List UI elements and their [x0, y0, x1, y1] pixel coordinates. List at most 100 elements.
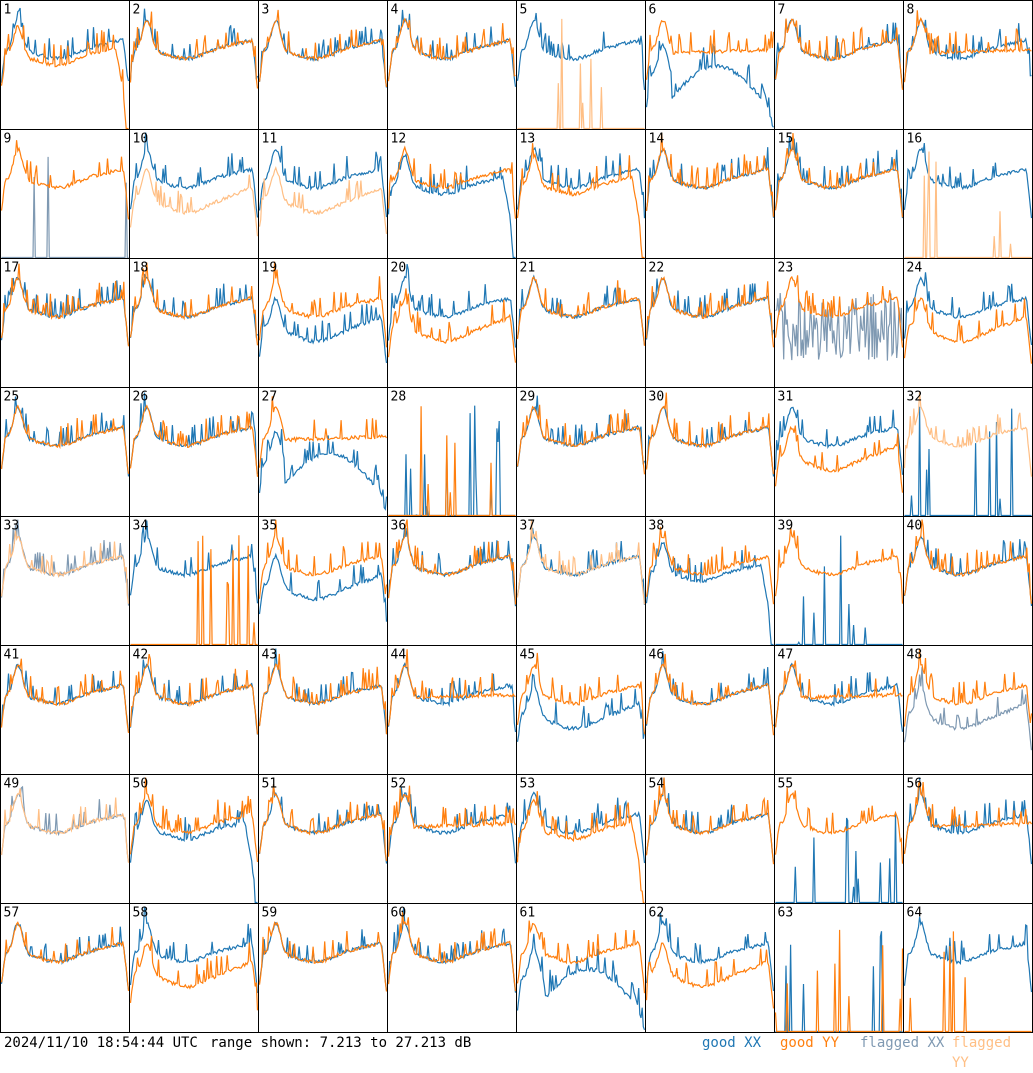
- tile-52: 52: [387, 774, 517, 904]
- tile-label: 6: [649, 3, 657, 18]
- tile-33: 33: [0, 516, 130, 646]
- tile-label: 39: [778, 519, 794, 534]
- series-yy-17: [0, 263, 130, 347]
- tile-label: 24: [907, 261, 923, 276]
- tile-label: 16: [907, 132, 923, 147]
- tile-border: [774, 387, 904, 517]
- series-yy-40: [903, 519, 1033, 604]
- tile-border: [129, 645, 259, 775]
- tile-44: 44: [387, 645, 517, 775]
- tile-label: 49: [4, 777, 20, 792]
- tile-63: 63: [774, 903, 904, 1033]
- series-yy-36: [387, 519, 517, 605]
- tile-label: 26: [133, 390, 149, 405]
- series-yy-10: [129, 168, 259, 237]
- legend-good-xx: good XX: [702, 1035, 762, 1051]
- tile-label: 50: [133, 777, 149, 792]
- tile-border: [0, 645, 130, 775]
- tile-label: 46: [649, 648, 665, 663]
- series-yy-41: [0, 658, 130, 733]
- legend-flagged-yy: flagged YY: [952, 1035, 1012, 1071]
- tile-border: [258, 774, 388, 904]
- series-xx-2: [129, 8, 259, 81]
- tile-label: 21: [520, 261, 536, 276]
- tile-label: 41: [4, 648, 20, 663]
- series-xx-5: [516, 12, 646, 90]
- series-yy-23: [774, 275, 904, 348]
- series-xx-35: [258, 552, 388, 622]
- series-xx-31: [774, 406, 904, 475]
- series-yy-34: [130, 535, 258, 646]
- tile-border: [387, 258, 517, 388]
- tile-label: 38: [649, 519, 665, 534]
- series-xx-51: [258, 784, 388, 864]
- tile-3: 3: [258, 0, 388, 130]
- series-xx-10: [129, 132, 259, 218]
- footer: 2024/11/10 18:54:44 UTC range shown: 7.2…: [0, 1033, 1033, 1071]
- tile-border: [258, 129, 388, 259]
- tile-border: [258, 0, 388, 130]
- legend-flagged-xx: flagged XX: [860, 1035, 945, 1051]
- series-yy-29: [516, 404, 646, 475]
- tile-label: 48: [907, 648, 923, 663]
- tile-45: 45: [516, 645, 646, 775]
- series-xx-17: [0, 276, 130, 346]
- tile-57: 57: [0, 903, 130, 1033]
- tile-label: 58: [133, 906, 149, 921]
- tile-label: 13: [520, 132, 536, 147]
- series-xx-32: [904, 406, 1032, 517]
- tile-border: [387, 645, 517, 775]
- series-yy-7: [774, 18, 904, 90]
- timestamp: 2024/11/10 18:54:44 UTC: [4, 1035, 198, 1051]
- tile-border: [903, 903, 1033, 1033]
- tile-label: 32: [907, 390, 923, 405]
- tile-label: 8: [907, 3, 915, 18]
- series-yy-1: [0, 24, 129, 130]
- series-yy-12: [387, 145, 517, 219]
- tile-label: 42: [133, 648, 149, 663]
- tile-62: 62: [645, 903, 775, 1033]
- series-yy-4: [387, 17, 516, 82]
- tile-32: 32: [903, 387, 1033, 517]
- series-xx-9: [1, 156, 129, 259]
- tile-border: [258, 903, 388, 1033]
- series-xx-61: [516, 933, 646, 1031]
- series-yy-32: [903, 391, 1033, 477]
- series-yy-22: [645, 276, 775, 348]
- tile-label: 19: [262, 261, 278, 276]
- tile-8: 8: [903, 0, 1033, 130]
- series-xx-3: [258, 19, 388, 88]
- tile-label: 9: [4, 132, 12, 147]
- tile-border: [129, 774, 259, 904]
- series-xx-56: [903, 777, 1033, 865]
- tile-border: [387, 0, 517, 130]
- series-yy-42: [129, 653, 259, 735]
- tile-43: 43: [258, 645, 388, 775]
- series-yy-57: [0, 921, 130, 991]
- tile-41: 41: [0, 645, 130, 775]
- series-xx-38: [645, 541, 774, 646]
- series-yy-6: [645, 19, 775, 80]
- tile-label: 36: [391, 519, 407, 534]
- tile-19: 19: [258, 258, 388, 388]
- tile-22: 22: [645, 258, 775, 388]
- tile-label: 3: [262, 3, 270, 18]
- series-xx-30: [645, 406, 775, 477]
- tile-49: 49: [0, 774, 130, 904]
- tile-label: 25: [4, 390, 20, 405]
- tile-12: 12: [387, 129, 517, 259]
- tile-label: 33: [4, 519, 20, 534]
- series-xx-44: [387, 662, 517, 733]
- tile-border: [645, 129, 775, 259]
- tile-border: [0, 516, 130, 646]
- tile-border: [0, 129, 130, 259]
- tile-label: 54: [649, 777, 665, 792]
- series-yy-60: [387, 912, 517, 992]
- tile-55: 55: [774, 774, 904, 904]
- tile-26: 26: [129, 387, 259, 517]
- tile-25: 25: [0, 387, 130, 517]
- series-yy-27: [258, 396, 388, 468]
- tile-18: 18: [129, 258, 259, 388]
- tile-border: [516, 516, 646, 646]
- series-yy-61: [516, 920, 646, 994]
